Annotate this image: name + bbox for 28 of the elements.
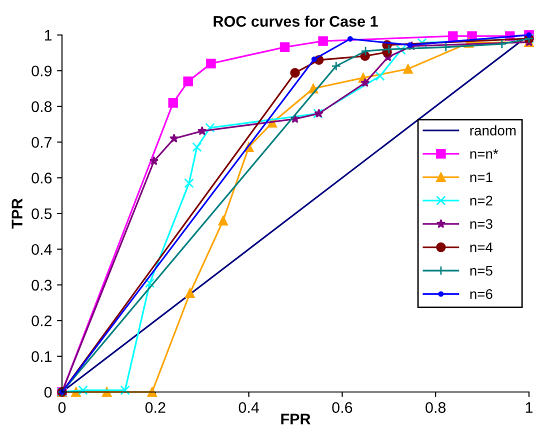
x-tick-label: 0.8 [426,402,446,413]
legend-label: n=3 [470,219,492,229]
y-tick-label: 0.4 [32,244,52,255]
x-tick-label: 0.2 [145,402,166,413]
legend-label: n=1 [470,172,492,182]
y-tick-label: 0.9 [32,66,52,76]
y-tick-label: 0.5 [32,208,52,220]
x-tick-label: 0 [58,402,66,413]
y-tick-label: 0 [44,386,52,398]
x-tick-label: 0.6 [332,402,352,413]
y-tick-label: 0.1 [32,351,52,362]
y-axis-title: TPR [12,198,22,229]
legend-label: random [470,125,516,136]
x-tick-label: 0.4 [238,402,259,413]
y-tick-label: 0.3 [32,280,52,291]
legend-label: n=n* [470,149,498,159]
legend-label: n=2 [470,196,492,206]
x-axis-title: FPR [281,414,310,424]
y-tick-label: 0.6 [32,172,52,184]
legend-label: n=5 [470,266,492,276]
y-tick-label: 1 [44,30,52,41]
chart-title: ROC curves for Case 1 [214,16,378,27]
y-tick-label: 0.7 [32,136,52,148]
y-tick-label: 0.8 [32,101,52,112]
legend-label: n=6 [470,289,492,299]
y-tick-label: 0.2 [32,315,52,326]
legend-label: n=4 [470,242,493,252]
x-tick-label: 1 [526,402,533,413]
